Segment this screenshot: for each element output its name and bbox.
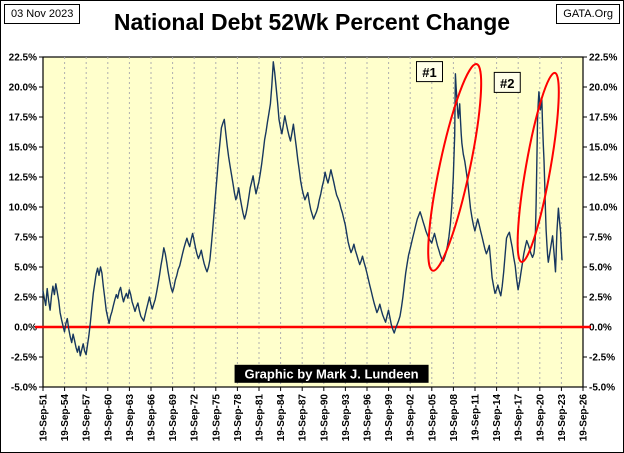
- x-tick-label: 19-Sep-84: [276, 394, 287, 442]
- x-tick-label: 19-Sep-78: [233, 394, 244, 442]
- x-tick-label: 19-Sep-69: [168, 394, 179, 442]
- credit-box: [234, 364, 429, 383]
- line-chart: 19-Sep-51 19-Sep-54 19-Sep-57 19-Sep-60 19-S…: [9, 53, 618, 442]
- y-tick-label-left: -5.0%: [11, 383, 37, 394]
- x-tick-label: 19-Sep-99: [384, 394, 395, 442]
- y-tick-label-right: 7.5%: [589, 233, 612, 244]
- x-tick-label: 19-Sep-96: [363, 394, 374, 442]
- y-tick-label-left: 0.0%: [14, 323, 37, 334]
- y-tick-label-left: 7.5%: [14, 233, 37, 244]
- y-tick-label-left: 17.5%: [9, 113, 37, 124]
- x-tick-label: 19-Sep-17: [514, 394, 525, 442]
- x-tick-label: 19-Sep-81: [255, 394, 266, 442]
- plot-area: [42, 56, 584, 388]
- x-tick-label: 19-Sep-08: [449, 394, 460, 442]
- annotation-callout-label-2: #2: [500, 76, 514, 91]
- y-tick-label-right: 10.0%: [589, 203, 617, 214]
- annotation-callout-box-2: [493, 71, 521, 93]
- x-tick-label: 19-Sep-11: [471, 394, 482, 441]
- x-tick-label: 19-Sep-87: [298, 394, 309, 442]
- x-tick-label: 19-Sep-20: [535, 394, 546, 442]
- y-tick-label-right: -2.5%: [589, 353, 615, 364]
- y-tick-label-left: 15.0%: [9, 143, 37, 154]
- y-tick-label-left: 5.0%: [14, 263, 37, 274]
- x-tick-label: 19-Sep-14: [492, 394, 503, 442]
- y-tick-label-right: 15.0%: [589, 143, 617, 154]
- y-tick-label-left: 10.0%: [9, 203, 37, 214]
- y-tick-label-right: 5.0%: [589, 263, 612, 274]
- y-tick-label-right: 17.5%: [589, 113, 617, 124]
- date-text: 03 Nov 2023: [11, 8, 74, 20]
- y-tick-label-right: -5.0%: [589, 383, 615, 394]
- y-tick-label-right: 0.0%: [589, 323, 612, 334]
- x-tick-label: 19-Sep-63: [125, 394, 136, 442]
- x-tick-label: 19-Sep-26: [579, 394, 590, 442]
- x-tick-label: 19-Sep-23: [557, 394, 568, 442]
- y-tick-label-right: 2.5%: [589, 293, 612, 304]
- y-tick-label-left: 12.5%: [9, 173, 37, 184]
- credit-text: Graphic by Mark J. Lundeen: [245, 366, 419, 381]
- x-tick-label: 19-Sep-90: [319, 394, 330, 442]
- x-tick-label: 19-Sep-51: [39, 394, 50, 442]
- y-tick-label-left: 20.0%: [9, 83, 37, 94]
- x-tick-label: 19-Sep-57: [82, 394, 93, 442]
- x-tick-label: 19-Sep-66: [147, 394, 158, 442]
- y-tick-label-right: 12.5%: [589, 173, 617, 184]
- y-tick-label-left: -2.5%: [11, 353, 37, 364]
- brand-box: GATA.Org: [556, 4, 620, 24]
- y-tick-label-right: 20.0%: [589, 83, 617, 94]
- series-line: [42, 61, 563, 357]
- x-tick-label: 19-Sep-60: [103, 394, 114, 442]
- annotation-callout-box-1: [415, 61, 443, 83]
- annotation-ellipse-1: [427, 63, 483, 272]
- x-tick-label: 19-Sep-05: [427, 394, 438, 442]
- date-box: 03 Nov 2023: [4, 4, 81, 24]
- brand-text: GATA.Org: [563, 8, 613, 20]
- y-tick-label-left: 22.5%: [9, 53, 37, 64]
- x-tick-label: 19-Sep-75: [211, 394, 222, 442]
- y-tick-label-left: 2.5%: [14, 293, 37, 304]
- page-title: National Debt 52Wk Percent Change: [113, 9, 511, 35]
- y-tick-label-right: 22.5%: [589, 53, 617, 64]
- x-tick-label: 19-Sep-02: [406, 394, 417, 442]
- x-tick-label: 19-Sep-54: [60, 394, 71, 442]
- x-tick-label: 19-Sep-93: [341, 394, 352, 442]
- annotation-callout-label-1: #1: [422, 65, 436, 80]
- x-tick-label: 19-Sep-72: [190, 394, 201, 442]
